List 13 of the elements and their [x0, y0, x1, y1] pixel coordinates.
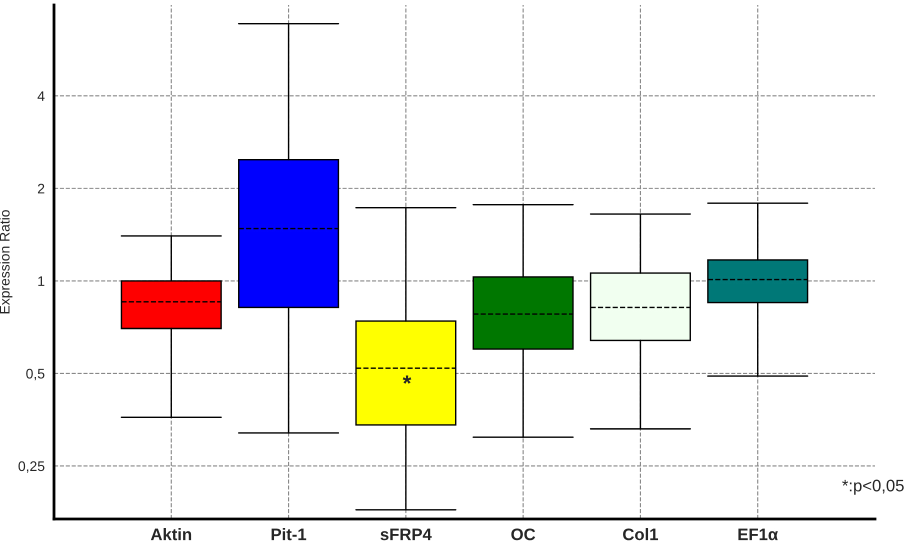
x-tick-label: Pit-1: [272, 528, 306, 540]
x-tick-label: EF1α: [738, 528, 778, 540]
annotation: *: [402, 375, 412, 384]
y-tick-label: 2: [38, 184, 44, 194]
y-tick-label: 0,25: [18, 461, 44, 473]
y-tick-label: 0,5: [26, 368, 44, 380]
x-tick-label: OC: [511, 528, 536, 540]
x-tick-label: Aktin: [150, 528, 192, 540]
y-tick-label: 4: [38, 91, 45, 101]
annotation: *:p<0,05: [842, 480, 904, 495]
x-tick-label: sFRP4: [380, 528, 432, 540]
y-tick-label: 1: [38, 276, 44, 286]
x-tick-label: Col1: [623, 528, 658, 540]
